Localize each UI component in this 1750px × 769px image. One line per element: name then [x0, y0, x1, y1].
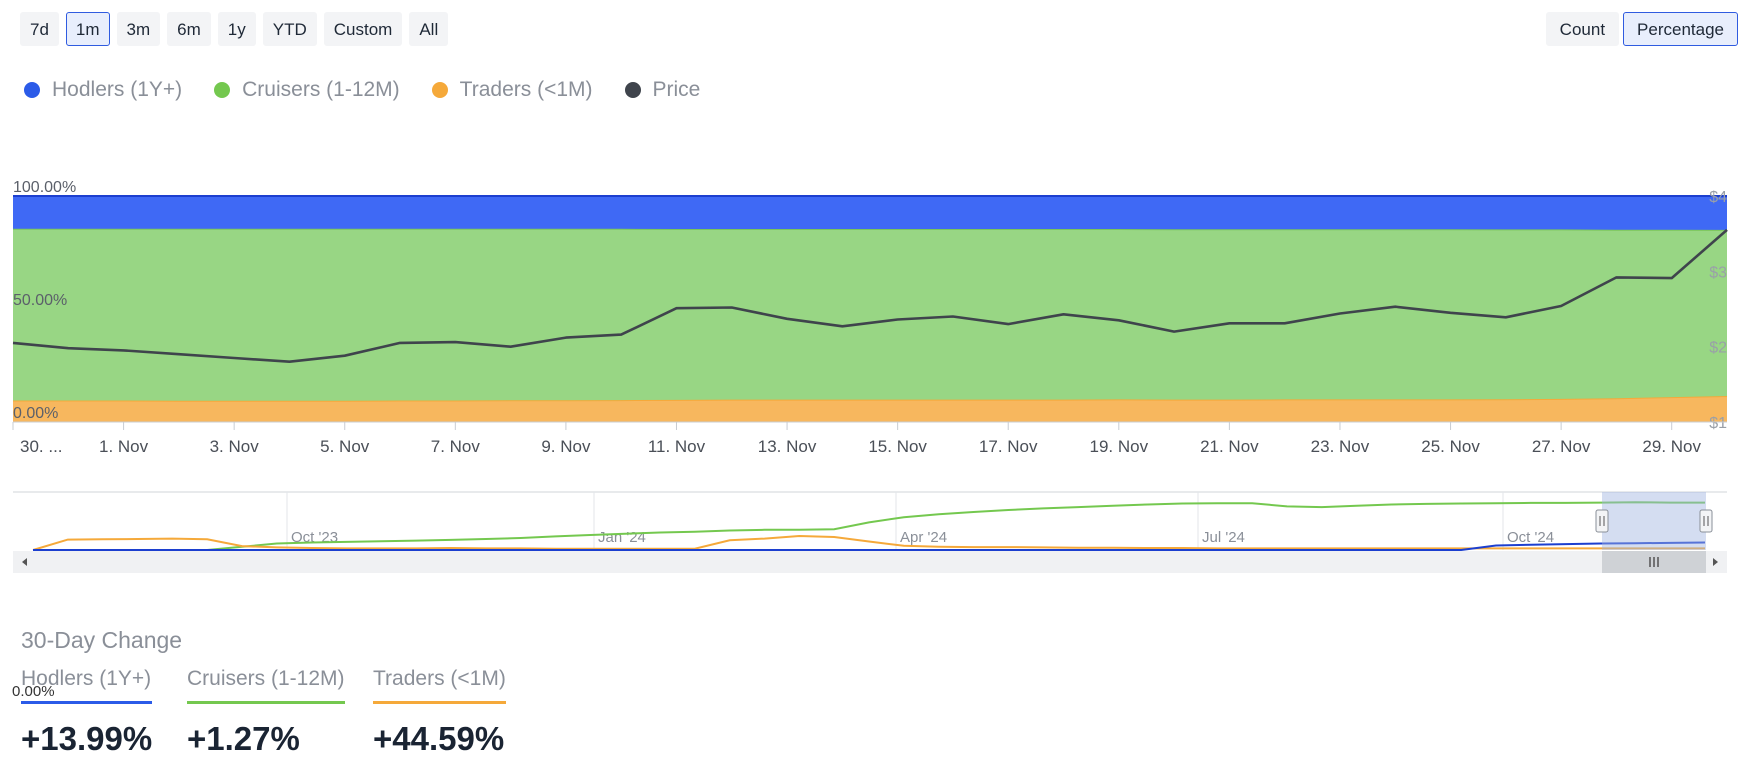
- mode-toggle: Count Percentage: [1545, 12, 1738, 46]
- navigator-selection: [1602, 492, 1706, 550]
- legend-dot-price: [624, 82, 641, 98]
- legend-dot-traders: [431, 82, 448, 98]
- area-traders: [13, 396, 1727, 422]
- chart-legend: Hodlers (1Y+) Cruisers (1-12M) Traders (…: [24, 78, 700, 102]
- legend-dot-cruisers: [214, 82, 231, 98]
- main-chart: IntoTheBlock0.00%50.00%100.00%$1$2$3$430…: [12, 179, 1728, 455]
- scroll-right-icon: [1713, 558, 1718, 566]
- x-tick-label: 19. Nov: [1090, 437, 1149, 455]
- area-cruisers: [13, 228, 1727, 401]
- navigator-series-hodlers: [33, 541, 1706, 551]
- range-1y-button[interactable]: 1y: [217, 12, 256, 46]
- change-title: 30-Day Change: [21, 627, 183, 653]
- navigator-chart[interactable]: Oct '23 Jan '24 Apr '24 Jul '24 Oct '24: [0, 490, 1750, 580]
- change-label-hodlers: Hodlers (1Y+): [21, 667, 153, 704]
- change-traders: Traders (<1M) +44.59%: [373, 667, 506, 758]
- price-tick-label: $1: [1709, 415, 1727, 432]
- x-tick-label: 9. Nov: [541, 437, 591, 455]
- x-tick-label: 1. Nov: [99, 437, 149, 455]
- change-value-hodlers: +13.99%: [21, 720, 153, 757]
- change-cruisers: Cruisers (1-12M) +1.27%: [187, 667, 345, 758]
- range-custom-button[interactable]: Custom: [323, 12, 403, 46]
- legend-item-traders[interactable]: Traders (<1M): [431, 78, 593, 102]
- price-tick-label: $4: [1709, 189, 1727, 206]
- change-label-traders: Traders (<1M): [373, 667, 506, 704]
- change-value-traders: +44.59%: [373, 720, 505, 757]
- x-tick-label: 5. Nov: [320, 437, 370, 455]
- legend-item-hodlers[interactable]: Hodlers (1Y+): [24, 78, 182, 102]
- percentage-button[interactable]: Percentage: [1623, 12, 1738, 46]
- change-hodlers: Hodlers (1Y+) +13.99%: [21, 667, 153, 758]
- x-tick-label: 3. Nov: [210, 437, 260, 455]
- x-tick-label: 17. Nov: [979, 437, 1038, 455]
- navigator-date-label: Jan '24: [598, 529, 646, 546]
- navigator-series-traders: [32, 534, 1705, 551]
- range-7d-button[interactable]: 7d: [20, 12, 59, 46]
- navigator-series-cruisers: [33, 501, 1705, 551]
- navigator-handle-right: [1699, 509, 1713, 533]
- x-tick-label: 7. Nov: [431, 437, 481, 455]
- legend-item-price[interactable]: Price: [624, 78, 701, 102]
- percent-tick-label: 0.00%: [13, 405, 58, 422]
- legend-label-hodlers: Hodlers (1Y+): [52, 78, 183, 101]
- x-tick-label: 15. Nov: [868, 437, 927, 455]
- x-tick-label: 13. Nov: [758, 437, 817, 455]
- range-all-button[interactable]: All: [409, 12, 449, 46]
- x-tick-label: 11. Nov: [648, 437, 706, 455]
- navigator-scrollbar-track: [13, 551, 1727, 573]
- legend-label-price: Price: [652, 78, 701, 101]
- range-1m-button[interactable]: 1m: [65, 12, 110, 46]
- legend-item-cruisers[interactable]: Cruisers (1-12M): [214, 78, 400, 102]
- price-line: [12, 228, 1728, 363]
- change-value-cruisers: +1.27%: [187, 720, 300, 757]
- navigator-date-label: Jul '24: [1202, 529, 1245, 546]
- overlap-axis-label: 0.00%: [12, 683, 55, 700]
- x-tick-label: 23. Nov: [1311, 437, 1370, 455]
- range-ytd-button[interactable]: YTD: [262, 12, 317, 46]
- navigator-date-label: Oct '24: [1507, 529, 1554, 546]
- area-hodlers: [13, 196, 1727, 230]
- legend-dot-hodlers: [24, 82, 40, 98]
- scroll-left-icon: [22, 558, 27, 566]
- legend-label-cruisers: Cruisers (1-12M): [242, 78, 400, 101]
- navigator-date-label: Apr '24: [900, 529, 947, 546]
- x-tick-label: 21. Nov: [1200, 437, 1259, 455]
- range-selector: 7d 1m 3m 6m 1y YTD Custom All: [20, 12, 449, 46]
- x-tick-label: 27. Nov: [1532, 437, 1591, 455]
- price-tick-label: $3: [1709, 264, 1727, 281]
- range-6m-button[interactable]: 6m: [167, 12, 211, 46]
- change-label-cruisers: Cruisers (1-12M): [187, 667, 345, 704]
- range-3m-button[interactable]: 3m: [116, 12, 161, 46]
- legend-label-traders: Traders (<1M): [459, 78, 593, 101]
- percent-tick-label: 100.00%: [13, 179, 76, 196]
- x-tick-label: 30. ...: [20, 437, 63, 455]
- x-tick-label: 29. Nov: [1642, 437, 1701, 455]
- navigator-handle-left: [1595, 509, 1609, 533]
- percent-tick-label: 50.00%: [13, 292, 67, 309]
- x-tick-label: 25. Nov: [1421, 437, 1480, 455]
- price-tick-label: $2: [1709, 340, 1727, 357]
- count-button[interactable]: Count: [1545, 12, 1620, 46]
